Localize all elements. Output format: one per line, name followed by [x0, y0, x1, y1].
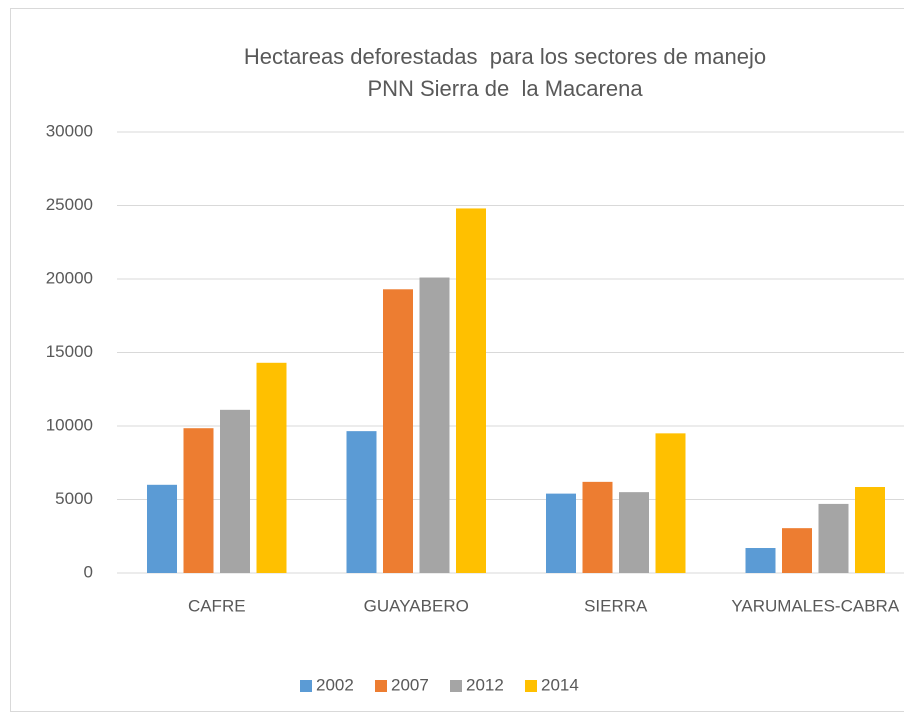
bar: [855, 487, 885, 573]
y-tick-label: 25000: [46, 195, 93, 214]
x-tick-label: GUAYABERO: [364, 596, 469, 615]
bar: [383, 289, 413, 573]
bar: [220, 409, 250, 573]
x-tick-label: YARUMALES-CABRA: [731, 596, 899, 615]
y-tick-label: 20000: [46, 268, 93, 287]
bar: [147, 484, 177, 573]
y-tick-label: 5000: [55, 489, 93, 508]
bar: [256, 362, 287, 573]
bar: [655, 433, 686, 573]
y-tick-label: 15000: [46, 342, 93, 361]
chart-title: Hectareas deforestadas para los sectores…: [244, 44, 766, 69]
y-tick-label: 0: [84, 562, 93, 581]
bar: [782, 528, 812, 573]
bar: [745, 548, 776, 573]
bar: [818, 503, 849, 573]
legend-swatch: [300, 680, 312, 692]
legend-swatch: [525, 680, 537, 692]
chart-title: PNN Sierra de la Macarena: [367, 76, 643, 101]
y-tick-label: 10000: [46, 415, 93, 434]
legend-label: 2007: [391, 675, 429, 694]
legend-label: 2014: [541, 675, 579, 694]
bar: [346, 431, 377, 573]
bar: [546, 493, 576, 573]
legend-label: 2012: [466, 675, 504, 694]
bar: [456, 208, 486, 573]
legend-swatch: [375, 680, 387, 692]
x-tick-label: SIERRA: [584, 596, 648, 615]
legend-label: 2002: [316, 675, 354, 694]
x-tick-label: CAFRE: [188, 596, 246, 615]
bar: [419, 277, 450, 573]
bar: [183, 428, 214, 573]
y-tick-label: 30000: [46, 121, 93, 140]
bar: [582, 481, 613, 573]
bar: [619, 492, 649, 573]
legend-swatch: [450, 680, 462, 692]
